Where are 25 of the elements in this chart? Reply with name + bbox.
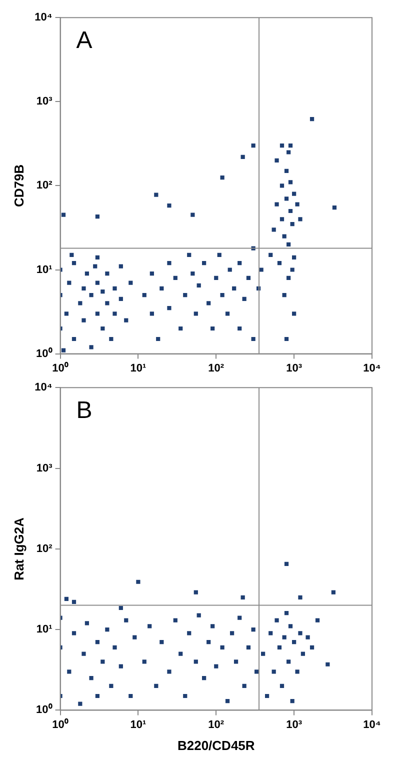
x-tick-label: 10⁴ bbox=[363, 362, 381, 374]
y-tick-label: 10³ bbox=[36, 462, 53, 474]
x-tick-label: 10⁰ bbox=[52, 361, 68, 374]
y-tick-label: 10⁴ bbox=[34, 12, 52, 24]
x-tick-label: 10² bbox=[208, 362, 224, 374]
y-tick-label: 10² bbox=[36, 180, 53, 192]
annotation: A bbox=[76, 27, 92, 54]
y-axis-title: Rat IgG2A bbox=[11, 516, 26, 580]
y-tick-label: 10³ bbox=[36, 96, 53, 108]
x-axis-title: B220/CD45R bbox=[177, 738, 256, 753]
annotation: B bbox=[76, 397, 92, 424]
y-axis-title: CD79B bbox=[11, 164, 26, 208]
x-tick-label: 10⁴ bbox=[363, 718, 381, 731]
y-tick-label: 10⁰ bbox=[36, 703, 52, 716]
y-tick-label: 10¹ bbox=[36, 624, 53, 636]
x-tick-label: 10¹ bbox=[130, 362, 146, 374]
x-tick-label: 10⁰ bbox=[52, 718, 68, 731]
x-tick-label: 10² bbox=[208, 718, 224, 731]
y-tick-label: 10² bbox=[36, 542, 53, 555]
x-tick-label: 10³ bbox=[286, 718, 302, 731]
y-tick-label: 10⁴ bbox=[34, 382, 52, 394]
y-tick-label: 10⁰ bbox=[36, 346, 52, 360]
y-tick-label: 10¹ bbox=[36, 264, 53, 276]
x-tick-label: 10¹ bbox=[130, 718, 146, 731]
x-tick-label: 10³ bbox=[286, 362, 302, 374]
